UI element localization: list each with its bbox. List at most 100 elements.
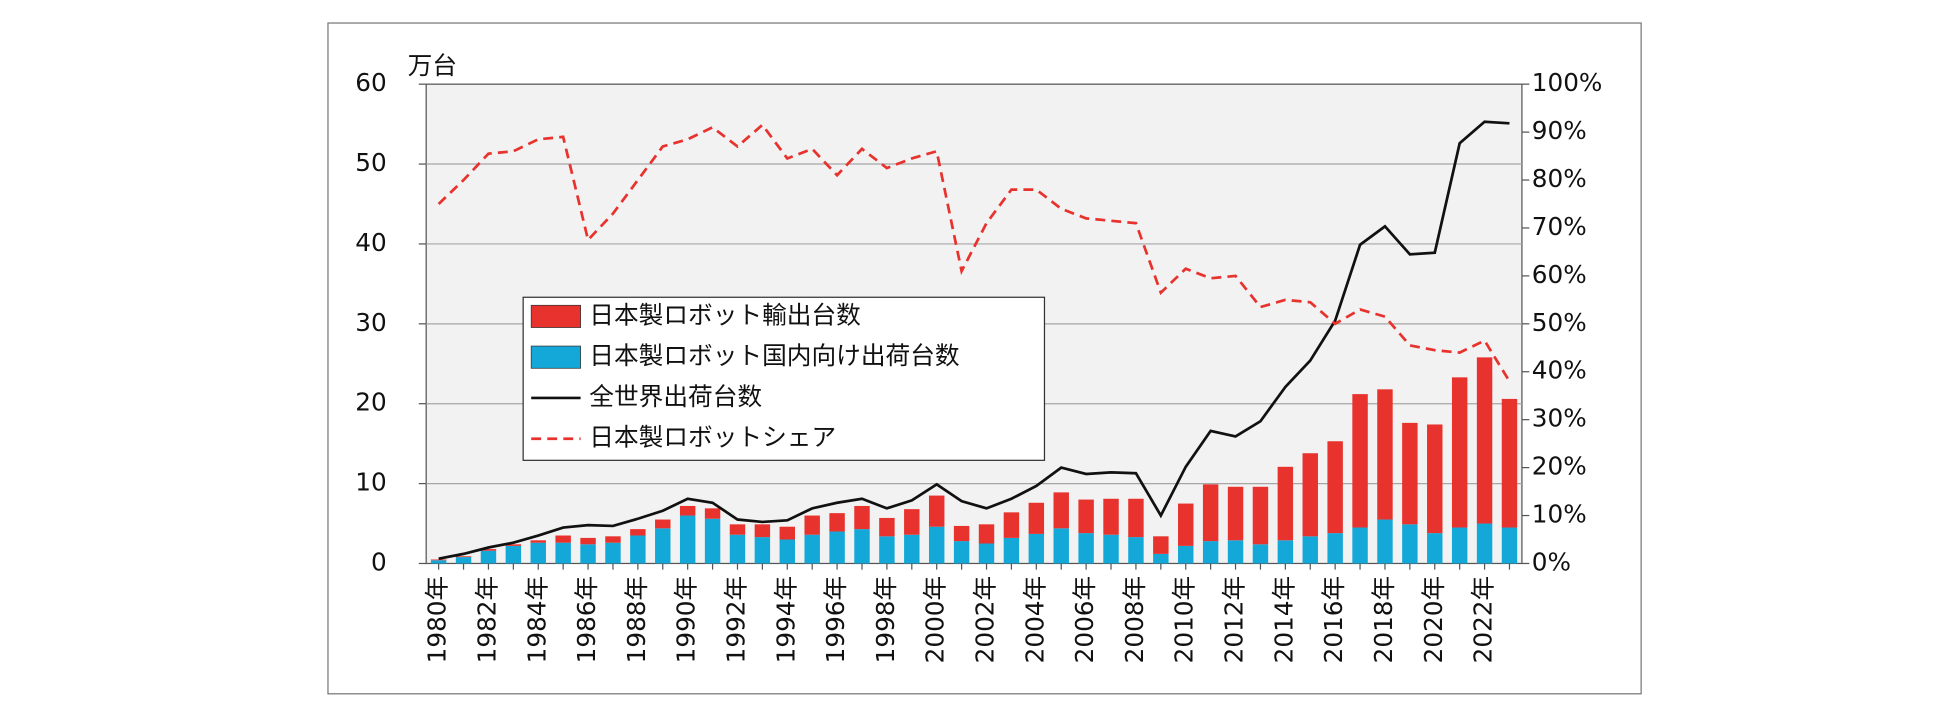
bar xyxy=(804,534,820,564)
bar xyxy=(455,556,472,558)
bar xyxy=(1352,394,1368,528)
x-tick-label: 2018年 xyxy=(1369,576,1398,664)
bar xyxy=(729,534,746,564)
bar xyxy=(829,513,845,532)
bar xyxy=(655,519,671,529)
bar xyxy=(854,529,870,564)
y-tick-label: 50 xyxy=(355,148,386,177)
bar xyxy=(804,515,820,535)
bar xyxy=(1451,377,1468,528)
bar xyxy=(1377,519,1393,564)
y-tick-label: 0 xyxy=(371,547,387,576)
bar xyxy=(1327,441,1343,534)
legend-label: 全世界出荷台数 xyxy=(589,382,762,411)
bar xyxy=(1103,534,1119,564)
x-tick-label: 1982年 xyxy=(472,576,501,664)
y2-tick-label: 10% xyxy=(1532,500,1587,529)
bar xyxy=(1202,541,1219,564)
bar xyxy=(605,542,621,564)
bar xyxy=(1277,466,1294,541)
bar xyxy=(1128,537,1144,564)
bar xyxy=(928,526,945,564)
bar xyxy=(555,542,571,564)
legend-swatch xyxy=(530,345,581,369)
bar xyxy=(1501,398,1518,528)
bar xyxy=(754,537,771,564)
bar xyxy=(1327,533,1343,564)
line xyxy=(438,120,1510,561)
x-tick-label: 2012年 xyxy=(1220,576,1249,664)
bar xyxy=(1427,424,1443,534)
x-tick-label: 1994年 xyxy=(771,576,800,664)
legend xyxy=(522,296,1046,461)
y2-tick-label: 40% xyxy=(1532,356,1587,385)
bar xyxy=(978,543,995,564)
bar xyxy=(779,526,796,540)
y2-tick-label: 20% xyxy=(1532,452,1587,481)
bar xyxy=(530,540,546,543)
bar xyxy=(455,557,472,564)
bar xyxy=(530,542,546,564)
bar xyxy=(1178,503,1194,546)
lines xyxy=(437,120,1511,561)
bar xyxy=(655,528,671,564)
y2-tick-label: 70% xyxy=(1532,212,1587,241)
bar xyxy=(555,535,571,543)
legend-swatch xyxy=(530,304,581,328)
legend-label: 日本製ロボット国内向け出荷台数 xyxy=(589,341,959,370)
bar xyxy=(1103,498,1119,535)
y-tick-label: 10 xyxy=(355,468,386,497)
bar xyxy=(829,531,845,564)
bar xyxy=(904,509,920,535)
x-tick-label: 2002年 xyxy=(971,576,1000,664)
x-tick-label: 2008年 xyxy=(1120,576,1149,664)
y-tick-label: 60 xyxy=(355,68,386,97)
bar xyxy=(704,518,721,564)
bar xyxy=(953,525,970,542)
bar xyxy=(1153,536,1169,554)
y-tick-label: 20 xyxy=(355,388,386,417)
x-tick-label: 1996年 xyxy=(821,576,850,664)
x-tick-label: 2004年 xyxy=(1020,576,1049,664)
x-tick-label: 1986年 xyxy=(572,576,601,664)
bar xyxy=(679,505,696,516)
y2-tick-label: 50% xyxy=(1532,308,1587,337)
bar xyxy=(879,536,895,564)
y-axis-label: 万台 xyxy=(408,51,457,80)
legend-label: 日本製ロボット輸出台数 xyxy=(589,300,861,329)
x-tick-label: 1984年 xyxy=(522,576,551,664)
bar xyxy=(1053,528,1069,564)
y-tick-label: 30 xyxy=(355,308,386,337)
bar xyxy=(580,537,596,545)
bar xyxy=(904,534,920,564)
bar xyxy=(1178,545,1194,564)
bar xyxy=(1476,523,1493,564)
x-tick-label: 1998年 xyxy=(871,576,900,664)
y2-tick-label: 60% xyxy=(1532,260,1587,289)
x-tick-label: 2022年 xyxy=(1469,576,1498,664)
bar xyxy=(430,559,447,561)
y2-tick-label: 30% xyxy=(1532,404,1587,433)
bar xyxy=(480,550,497,564)
bar xyxy=(1402,524,1418,564)
x-tick-label: 1980年 xyxy=(423,576,452,664)
bar xyxy=(1053,492,1069,529)
y2-tick-label: 0% xyxy=(1532,547,1571,576)
y-tick-label: 40 xyxy=(355,228,386,257)
bar xyxy=(1402,422,1418,525)
bar xyxy=(1377,389,1393,520)
bar xyxy=(978,524,995,544)
bar xyxy=(1028,502,1045,534)
bar xyxy=(1252,486,1269,545)
bar xyxy=(1003,512,1020,538)
x-tick-label: 2016年 xyxy=(1319,576,1348,664)
bar xyxy=(679,515,696,564)
y2-tick-label: 90% xyxy=(1532,116,1587,145)
bar xyxy=(928,495,945,527)
y2-tick-label: 80% xyxy=(1532,164,1587,193)
x-tick-label: 2000年 xyxy=(921,576,950,664)
x-tick-label: 2014年 xyxy=(1269,576,1298,664)
bar xyxy=(704,508,721,519)
